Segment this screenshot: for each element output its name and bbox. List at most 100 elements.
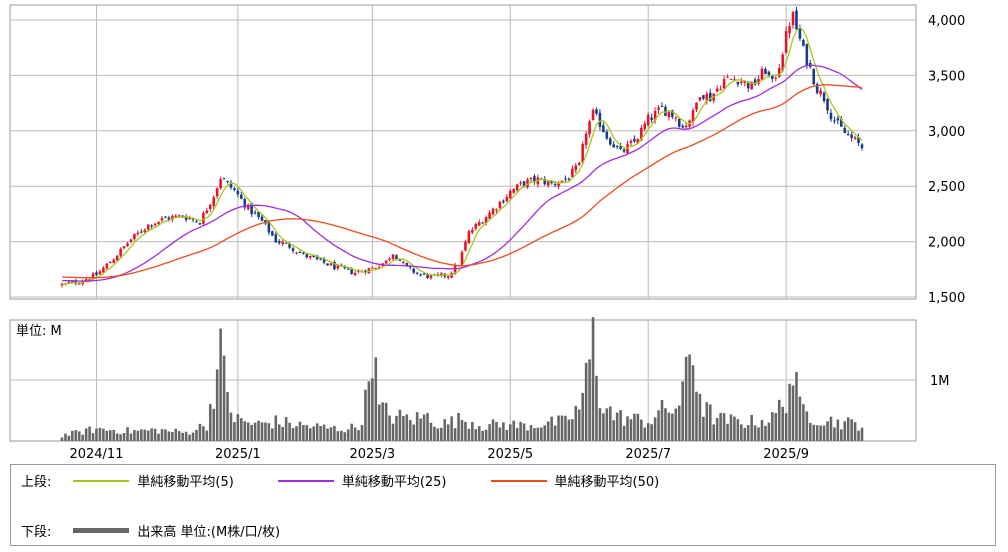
candle-body xyxy=(660,106,664,108)
volume-bar xyxy=(281,426,284,441)
volume-bar xyxy=(119,434,122,441)
candle-body xyxy=(391,254,395,260)
candle-body xyxy=(860,144,864,149)
volume-bar xyxy=(305,425,309,441)
volume-bar xyxy=(367,381,371,441)
volume-bar xyxy=(726,423,729,441)
candle-body xyxy=(519,182,522,184)
candle-body xyxy=(767,71,771,76)
volume-bar xyxy=(681,381,684,441)
candle-body xyxy=(212,197,216,206)
candle-body xyxy=(619,145,622,149)
volume-bar xyxy=(426,413,429,441)
candle-body xyxy=(208,204,212,209)
volume-bar xyxy=(429,422,433,441)
volume-bar xyxy=(88,426,91,441)
legend-upper-label: 上段: xyxy=(21,475,52,490)
candle-body xyxy=(840,119,843,127)
candle-body xyxy=(302,252,305,254)
candle-body xyxy=(595,109,598,114)
volume-bar xyxy=(146,430,150,441)
volume-bar xyxy=(77,431,81,441)
volume-bar xyxy=(412,424,416,441)
volume-bar xyxy=(767,422,771,441)
candle-body xyxy=(784,31,788,53)
legend-volume-swatch xyxy=(73,528,130,533)
candle-body xyxy=(219,179,222,189)
volume-bar xyxy=(598,408,602,441)
candle-body xyxy=(308,255,312,258)
candle-body xyxy=(691,110,695,123)
volume-bar xyxy=(457,412,460,441)
volume-bar xyxy=(284,417,288,441)
candle-body xyxy=(664,106,667,116)
candle-body xyxy=(415,272,419,274)
volume-bar xyxy=(684,356,688,441)
volume-bar xyxy=(302,424,305,441)
candle-body xyxy=(102,267,105,273)
volume-bar xyxy=(843,421,847,441)
volume-bar xyxy=(253,422,257,441)
candle-body xyxy=(643,123,647,130)
volume-bar xyxy=(481,430,484,441)
volume-bar xyxy=(595,375,598,441)
candle-body xyxy=(164,216,167,218)
x-tick-label: 2025/3 xyxy=(349,447,395,462)
candle-body xyxy=(802,40,805,46)
volume-bar xyxy=(271,428,274,441)
volume-bar xyxy=(422,414,426,441)
volume-bar xyxy=(505,429,509,441)
volume-bar xyxy=(722,413,726,441)
volume-bar xyxy=(319,426,322,441)
candle-body xyxy=(350,269,353,274)
candle-body xyxy=(453,265,457,274)
volume-bar xyxy=(171,432,174,441)
candle-body xyxy=(584,133,588,145)
volume-bar xyxy=(371,378,374,441)
volume-bar xyxy=(260,422,264,441)
volume-bar xyxy=(395,415,398,441)
candle-body xyxy=(198,223,202,225)
volume-bar xyxy=(84,428,88,441)
candle-body xyxy=(543,179,547,185)
volume-bar xyxy=(622,425,626,441)
volume-bar xyxy=(653,417,657,441)
candle-body xyxy=(467,231,471,244)
volume-bar xyxy=(229,412,233,441)
legend: 上段: 単純移動平均(5) 単純移動平均(25) 単純移動平均(50) 下段: … xyxy=(10,464,996,546)
candle-body xyxy=(633,138,636,142)
volume-bar xyxy=(719,412,722,441)
candle-body xyxy=(464,241,467,251)
candle-body xyxy=(726,76,729,78)
candle-body xyxy=(291,248,295,252)
legend-ma25-swatch xyxy=(277,479,334,482)
x-tick-label: 2025/5 xyxy=(487,447,533,462)
x-tick-label: 2024/11 xyxy=(69,447,123,462)
candle-body xyxy=(119,248,122,256)
volume-bar xyxy=(105,430,109,441)
candle-body xyxy=(419,274,422,276)
candle-body xyxy=(98,271,102,275)
volume-bar xyxy=(464,421,467,441)
candle-body xyxy=(715,88,719,92)
volume-bar xyxy=(791,385,795,441)
price-tick-label: 3,500 xyxy=(928,69,965,84)
volume-bar xyxy=(495,421,498,441)
volume-bar xyxy=(267,423,271,441)
candle-body xyxy=(653,111,657,121)
candle-body xyxy=(371,267,374,269)
candle-body xyxy=(581,144,584,163)
candle-body xyxy=(746,81,750,89)
volume-bar xyxy=(822,425,826,441)
candle-body xyxy=(191,218,195,220)
candle-body xyxy=(564,178,567,180)
volume-bar xyxy=(436,428,440,441)
candle-body xyxy=(295,252,298,254)
candle-body xyxy=(777,67,781,77)
volume-bar xyxy=(771,412,774,441)
candle-body xyxy=(629,140,633,144)
volume-bar xyxy=(543,425,547,441)
legend-upper-row: 上段: 単純移動平均(5) 単純移動平均(25) 単純移動平均(50) xyxy=(21,471,659,490)
price-tick-label: 3,000 xyxy=(928,125,965,140)
volume-bar xyxy=(350,423,353,441)
